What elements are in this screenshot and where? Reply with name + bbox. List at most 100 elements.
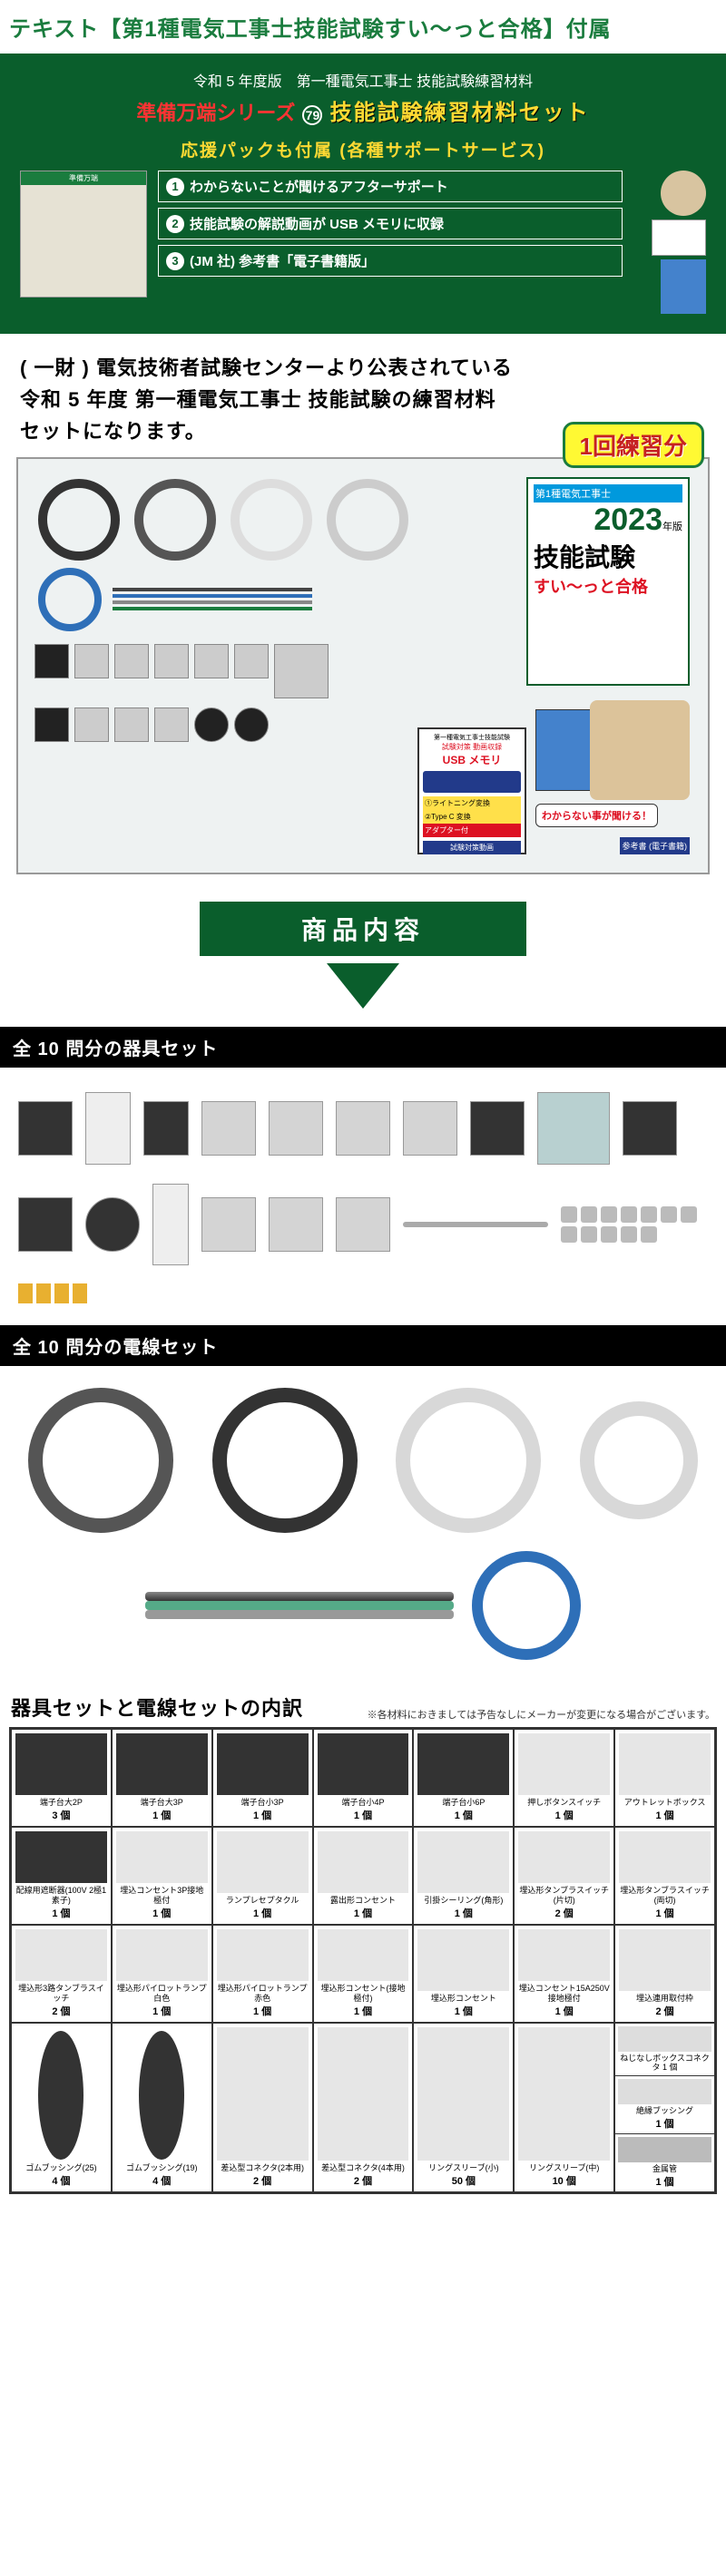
cable-coil-blue — [38, 568, 102, 631]
book-year-suffix: 年版 — [662, 519, 682, 533]
part-thumb — [217, 1831, 309, 1893]
support-item-3: 3 (JM 社) 参考書「電子書籍版」 — [158, 245, 623, 277]
conn — [73, 1283, 87, 1303]
part — [34, 707, 69, 742]
part-qty: 50 個 — [417, 2173, 509, 2188]
parts-cell: 埋込形3路タンブラスイッチ2 個 — [11, 1925, 112, 2023]
textbook-cover: 第1種電気工事士 2023 年版 技能試験 すい～っと合格 — [526, 477, 690, 686]
parts-cell: リングスリーブ(小)50 個 — [413, 2023, 514, 2192]
device — [537, 1092, 610, 1165]
practice-count-badge: 1回練習分 — [563, 422, 704, 468]
parts-cell: 端子台大3P1 個 — [112, 1729, 212, 1827]
part-qty: 1 個 — [15, 1906, 107, 1920]
part-thumb — [139, 2031, 184, 2160]
part — [194, 644, 229, 678]
parts-cell: ゴムブッシング(19)4 個 — [112, 2023, 212, 2192]
part-thumb — [318, 1733, 409, 1795]
part-thumb — [318, 2027, 409, 2161]
part-thumb — [417, 1733, 509, 1795]
part-thumb — [116, 1929, 208, 1981]
part-name: 配線用遮断器(100V 2極1素子) — [15, 1886, 107, 1906]
parts-cell: 埋込形パイロットランプ赤色1 個 — [212, 1925, 313, 2023]
part-thumb — [116, 1831, 208, 1883]
support-list: 1 わからないことが聞けるアフターサポート 2 技能試験の解説動画が USB メ… — [158, 171, 623, 282]
support-item-1: 1 わからないことが聞けるアフターサポート — [158, 171, 623, 202]
device — [143, 1101, 189, 1156]
part-thumb — [318, 1929, 409, 1981]
wire — [145, 1592, 454, 1601]
screw — [581, 1206, 597, 1223]
part — [114, 707, 149, 742]
desc-line-1: ( 一財 ) 電気技術者試験センターより公表されている — [20, 352, 706, 384]
part-thumb — [518, 2027, 610, 2161]
part — [154, 707, 189, 742]
part — [114, 644, 149, 678]
support-thumbs — [633, 171, 706, 314]
part-name: 埋込形タンブラスイッチ(両切) — [619, 1886, 711, 1906]
parts-cell: 押しボタンスイッチ1 個 — [514, 1729, 614, 1827]
kit-name: 技能試験練習材料セット — [330, 101, 590, 125]
part-name: 押しボタンスイッチ — [518, 1798, 610, 1808]
wire — [145, 1610, 454, 1619]
part-qty: 3 個 — [15, 1808, 107, 1822]
part-thumb — [619, 1929, 711, 1991]
part-thumb — [116, 1733, 208, 1795]
parts-cell: 差込型コネクタ(2本用)2 個 — [212, 2023, 313, 2192]
part-name: 端子台小3P — [217, 1798, 309, 1808]
cable-coil-blue — [472, 1551, 581, 1660]
screw — [621, 1226, 637, 1243]
parts-cell: 埋込形コンセント(接地極付)1 個 — [313, 1925, 414, 2023]
wire — [145, 1601, 454, 1610]
cable-coil — [327, 479, 408, 561]
description-block: ( 一財 ) 電気技術者試験センターより公表されている 令和 5 年度 第一種電… — [0, 334, 726, 457]
series-name: 準備万端シリーズ — [136, 102, 295, 124]
part-qty: 1 個 — [318, 1808, 409, 1822]
part — [274, 644, 329, 698]
parts-cell: ランプレセプタクル1 個 — [212, 1827, 313, 1925]
usb-thumb — [652, 220, 706, 256]
usb-sub2: 試験対策 動画収録 — [423, 742, 521, 752]
instructor-avatar — [661, 171, 706, 216]
part-qty: 1 個 — [116, 1808, 208, 1822]
part-qty: 1 個 — [217, 1906, 309, 1920]
part — [154, 644, 189, 678]
part — [234, 644, 269, 678]
part-name: 埋込形コンセント(接地極付) — [318, 1984, 409, 2004]
part-thumb — [417, 1929, 509, 1991]
part-qty: 1 個 — [417, 1906, 509, 1920]
part-qty: 1 個 — [217, 2004, 309, 2018]
part-qty: 2 個 — [518, 1906, 610, 1920]
face — [590, 700, 690, 800]
usb-label: 試験対策動画 — [423, 841, 521, 854]
part-qty: 1 個 — [518, 2004, 610, 2018]
cable-coil — [231, 479, 312, 561]
wire — [113, 607, 312, 610]
conn — [54, 1283, 69, 1303]
part-thumb — [518, 1929, 610, 1981]
support-item-2: 2 技能試験の解説動画が USB メモリに収録 — [158, 208, 623, 239]
device — [403, 1101, 457, 1156]
subtitle-context: 令和 5 年度版 第一種電気工事士 技能試験練習材料 — [20, 69, 706, 91]
parts-cell-split: ねじなしボックスコネクタ 1 個絶縁ブッシング1 個金属管1 個 — [614, 2023, 715, 2192]
parts-cell: 埋込形タンブラスイッチ(片切)2 個 — [514, 1827, 614, 1925]
parts-table: 端子台大2P3 個端子台大3P1 個端子台小3P1 個端子台小4P1 個端子台小… — [9, 1727, 717, 2194]
part-name: 埋込形タンブラスイッチ(片切) — [518, 1886, 610, 1906]
screw — [561, 1226, 577, 1243]
section-banner-contents: 商品内容 — [200, 902, 526, 956]
part-qty: 1 個 — [318, 1906, 409, 1920]
part-name: 端子台小4P — [318, 1798, 409, 1808]
part-name: 埋込連用取付枠 — [619, 1994, 711, 2004]
num-1: 1 — [166, 178, 184, 196]
part-name: 埋込形コンセント — [417, 1994, 509, 2004]
part-qty: 1 個 — [116, 2004, 208, 2018]
device — [85, 1197, 140, 1252]
parts-cell: 端子台大2P3 個 — [11, 1729, 112, 1827]
screw — [601, 1226, 617, 1243]
parts-cell: アウトレットボックス1 個 — [614, 1729, 715, 1827]
part-name: 埋込形パイロットランプ赤色 — [217, 1984, 309, 2004]
part-name: 埋込コンセント3P接地極付 — [116, 1886, 208, 1906]
screw — [561, 1206, 577, 1223]
connectors — [18, 1283, 87, 1303]
part-thumb — [15, 1831, 107, 1883]
part-qty: 1 個 — [518, 1808, 610, 1822]
